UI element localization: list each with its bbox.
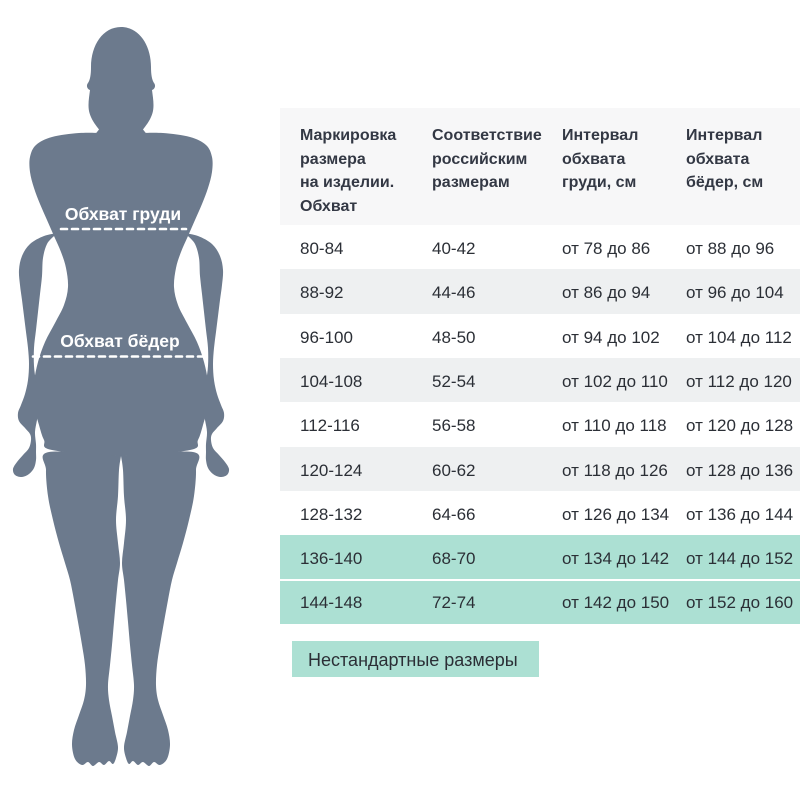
svg-text:Обхват груди: Обхват груди xyxy=(65,204,181,224)
svg-text:Обхват бёдер: Обхват бёдер xyxy=(60,331,179,351)
